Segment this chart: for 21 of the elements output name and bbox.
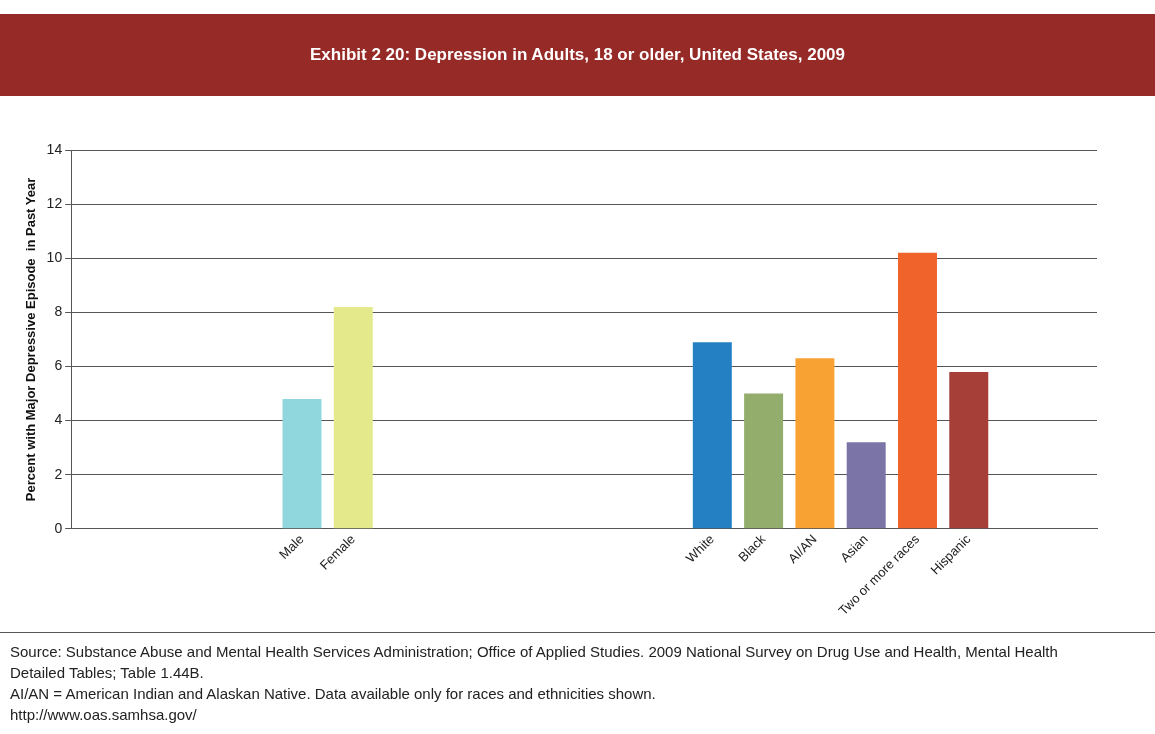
bar xyxy=(282,398,322,529)
chart-title: Exhibit 2 20: Depression in Adults, 18 or older, United States, 2009 xyxy=(309,45,846,65)
y-tick-label: 2 xyxy=(54,465,63,482)
bar xyxy=(897,252,937,529)
bar xyxy=(333,306,373,529)
y-axis-title: Percent with Major Depressive Episode in Past Year xyxy=(23,177,39,502)
bar xyxy=(846,442,886,529)
text: http://www.oas.samhsa.gov/ xyxy=(10,705,198,725)
bar xyxy=(692,342,732,529)
bar xyxy=(949,371,989,529)
y-tick-label: 0 xyxy=(54,519,63,536)
y-tick-label: 8 xyxy=(54,303,63,320)
y-tick-label: 4 xyxy=(54,411,63,428)
y-tick-label: 10 xyxy=(46,249,63,266)
text: AI/AN = American Indian and Alaskan Native. Data available only for races and ethnicities shown. xyxy=(10,684,657,704)
bar xyxy=(795,358,835,529)
y-tick-label: 14 xyxy=(46,140,63,157)
y-tick-label: 6 xyxy=(54,357,63,374)
y-tick-label: 12 xyxy=(46,194,63,211)
bar xyxy=(744,393,784,529)
source-note: Source: Substance Abuse and Mental Health Services Administration; Office of Applied Studies. 2009 National Survey on Drug Use and Health, Mental Health Detailed Tables; Table 1.44B. xyxy=(10,642,1059,683)
